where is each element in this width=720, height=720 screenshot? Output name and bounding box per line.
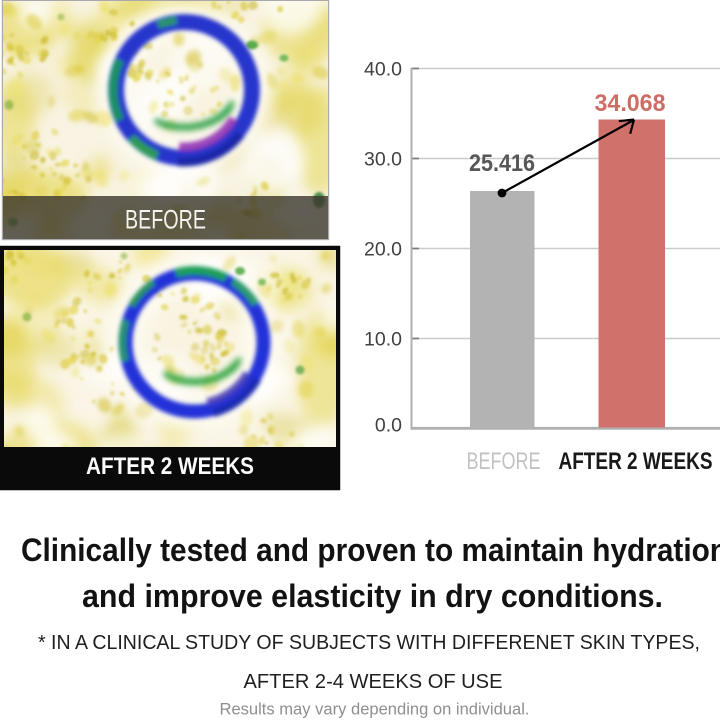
svg-text:BEFORE: BEFORE	[125, 205, 206, 235]
svg-text:AFTER 2-4 WEEKS OF USE: AFTER 2-4 WEEKS OF USE	[244, 670, 503, 693]
svg-text:25.416: 25.416	[469, 150, 535, 177]
svg-text:20.0: 20.0	[364, 238, 402, 260]
svg-text:BEFORE: BEFORE	[467, 448, 541, 475]
svg-text:10.0: 10.0	[364, 328, 402, 350]
svg-text:34.068: 34.068	[595, 90, 666, 117]
svg-text:40.0: 40.0	[364, 58, 402, 80]
svg-text:and improve elasticity in dry: and improve elasticity in dry conditions…	[82, 578, 663, 614]
svg-text:30.0: 30.0	[364, 148, 402, 170]
svg-text:0.0: 0.0	[375, 414, 402, 436]
svg-text:Clinically tested and proven t: Clinically tested and proven to maintain…	[21, 532, 720, 568]
svg-text:* IN A CLINICAL STUDY OF SUBJE: * IN A CLINICAL STUDY OF SUBJECTS WITH D…	[38, 631, 700, 654]
svg-text:AFTER 2 WEEKS: AFTER 2 WEEKS	[86, 453, 254, 480]
svg-text:AFTER 2 WEEKS: AFTER 2 WEEKS	[559, 448, 713, 475]
svg-text:Results may vary depending on: Results may vary depending on individual…	[220, 700, 530, 719]
